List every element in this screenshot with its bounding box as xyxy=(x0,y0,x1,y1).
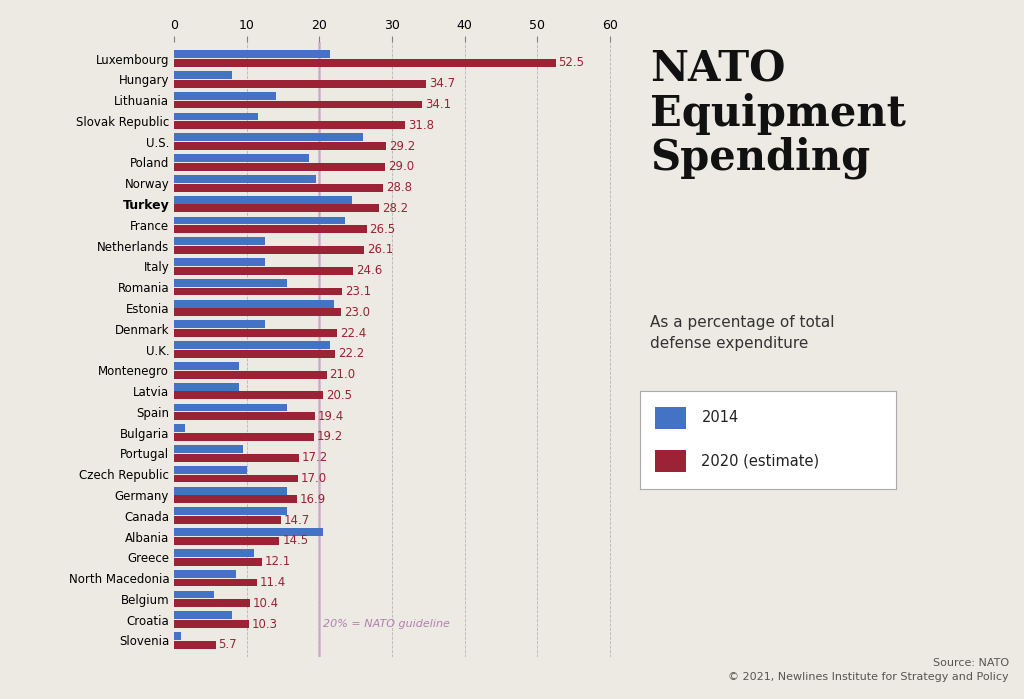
Text: 29.0: 29.0 xyxy=(388,160,414,173)
Text: 23.0: 23.0 xyxy=(344,305,370,319)
Bar xyxy=(174,142,386,150)
Text: 23.1: 23.1 xyxy=(345,285,371,298)
Text: 34.7: 34.7 xyxy=(429,77,456,90)
Bar xyxy=(174,433,313,441)
Text: 31.8: 31.8 xyxy=(409,119,434,132)
Text: 19.4: 19.4 xyxy=(318,410,344,423)
Bar xyxy=(174,391,323,399)
Bar xyxy=(174,599,250,607)
Bar xyxy=(174,362,240,370)
Bar xyxy=(174,454,299,462)
Bar xyxy=(174,246,364,254)
Bar xyxy=(174,591,214,598)
Bar xyxy=(174,287,342,296)
Bar xyxy=(174,184,383,192)
Bar xyxy=(174,175,315,183)
Bar xyxy=(174,279,287,287)
Text: 10.4: 10.4 xyxy=(253,597,279,610)
Bar xyxy=(174,71,232,79)
Text: 20.5: 20.5 xyxy=(326,389,352,402)
Text: 17.0: 17.0 xyxy=(300,472,327,485)
Text: 10.3: 10.3 xyxy=(252,617,278,630)
Bar xyxy=(174,516,281,524)
Text: 19.2: 19.2 xyxy=(316,431,343,443)
Bar xyxy=(174,350,336,358)
Bar xyxy=(174,558,262,565)
Text: 5.7: 5.7 xyxy=(218,638,237,651)
Bar xyxy=(174,620,249,628)
Text: NATO
Equipment
Spending: NATO Equipment Spending xyxy=(650,49,906,179)
Text: 29.2: 29.2 xyxy=(389,140,416,152)
Text: 52.5: 52.5 xyxy=(558,57,585,69)
Text: 14.5: 14.5 xyxy=(283,535,308,547)
Bar xyxy=(174,113,258,120)
Text: 22.4: 22.4 xyxy=(340,326,366,340)
Bar xyxy=(174,217,345,224)
Bar xyxy=(174,300,334,308)
Bar xyxy=(174,383,240,391)
Text: 14.7: 14.7 xyxy=(284,514,310,526)
Text: As a percentage of total
defense expenditure: As a percentage of total defense expendi… xyxy=(650,315,835,351)
Bar xyxy=(174,403,287,412)
Bar xyxy=(174,424,185,432)
Bar xyxy=(174,134,364,141)
Text: 28.2: 28.2 xyxy=(382,202,408,215)
Bar xyxy=(174,570,236,577)
Text: 26.1: 26.1 xyxy=(367,243,393,257)
Bar xyxy=(174,466,247,474)
Bar xyxy=(174,549,254,557)
Bar xyxy=(174,92,275,100)
Bar xyxy=(174,204,379,212)
Text: 28.8: 28.8 xyxy=(386,181,413,194)
Bar xyxy=(174,445,243,453)
Text: 20% = NATO guideline: 20% = NATO guideline xyxy=(323,619,450,629)
Bar xyxy=(174,612,232,619)
Bar xyxy=(655,450,686,472)
Bar xyxy=(174,308,341,316)
Bar xyxy=(174,370,327,379)
Bar xyxy=(174,59,556,67)
Bar xyxy=(174,329,337,337)
Bar xyxy=(174,579,257,586)
Bar xyxy=(174,225,367,233)
Bar xyxy=(174,154,308,162)
Bar xyxy=(174,101,422,108)
Text: 26.5: 26.5 xyxy=(370,223,395,236)
Bar xyxy=(174,507,287,515)
Bar xyxy=(174,258,265,266)
Bar xyxy=(174,528,323,536)
Bar xyxy=(174,320,265,329)
Bar xyxy=(174,50,331,58)
Bar xyxy=(174,641,215,649)
Text: Source: NATO
© 2021, Newlines Institute for Strategy and Policy: Source: NATO © 2021, Newlines Institute … xyxy=(728,658,1009,682)
Text: 17.2: 17.2 xyxy=(302,452,329,464)
Text: 12.1: 12.1 xyxy=(265,555,291,568)
Bar xyxy=(174,632,181,640)
Bar xyxy=(174,341,331,349)
Bar xyxy=(174,196,352,203)
Bar xyxy=(174,496,297,503)
Bar xyxy=(174,80,426,87)
Text: 22.2: 22.2 xyxy=(338,347,365,361)
Text: 2020 (estimate): 2020 (estimate) xyxy=(701,454,819,468)
Text: 34.1: 34.1 xyxy=(425,98,451,111)
Text: 21.0: 21.0 xyxy=(330,368,355,381)
Bar xyxy=(174,163,385,171)
Bar xyxy=(174,537,280,545)
Bar xyxy=(174,267,353,275)
Text: 16.9: 16.9 xyxy=(300,493,326,506)
Bar xyxy=(174,122,406,129)
Bar xyxy=(174,475,298,482)
Bar xyxy=(655,407,686,428)
Text: 2014: 2014 xyxy=(701,410,738,426)
Bar xyxy=(174,412,315,420)
Text: 24.6: 24.6 xyxy=(355,264,382,278)
Text: 11.4: 11.4 xyxy=(260,576,286,589)
Bar xyxy=(174,237,265,245)
Bar xyxy=(174,487,287,495)
